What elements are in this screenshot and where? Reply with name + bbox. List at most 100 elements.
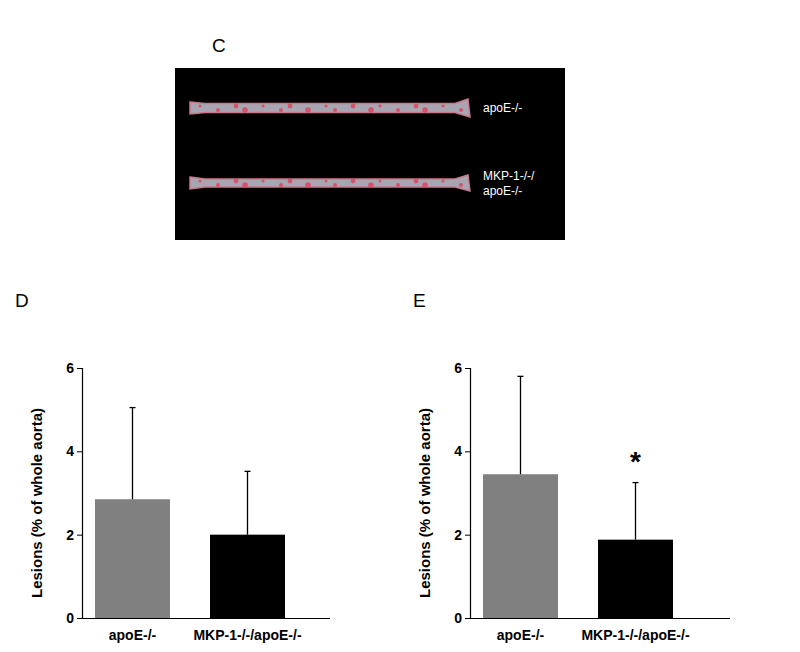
lesion-spot xyxy=(288,179,293,184)
figure: CapoE-/-MKP-1-/-/apoE-/-D0246apoE-/-MKP-… xyxy=(0,0,800,652)
y-tick: 6 xyxy=(66,360,82,376)
error-bar-stem xyxy=(635,483,636,540)
y-tick-mark xyxy=(77,618,82,619)
lesion-spot xyxy=(441,179,444,182)
lesion-spot xyxy=(234,104,239,109)
error-bar xyxy=(517,376,523,474)
y-axis-line xyxy=(77,369,83,619)
lesion-spot xyxy=(368,107,374,113)
lesion-spot xyxy=(414,104,419,109)
lesion-spot xyxy=(396,183,400,187)
lesion-spot xyxy=(305,107,311,113)
y-tick-mark xyxy=(465,368,470,369)
error-bar-cap xyxy=(129,407,135,408)
y-tick-label: 4 xyxy=(66,443,74,459)
panel-label: E xyxy=(413,290,426,311)
lesion-spot xyxy=(279,108,283,112)
y-tick-mark xyxy=(77,368,82,369)
lesion-spot xyxy=(351,179,356,184)
lesion-spot xyxy=(261,104,264,107)
image-panel: apoE-/-MKP-1-/-/apoE-/- xyxy=(175,68,565,240)
lesion-spot xyxy=(378,179,381,182)
photo-label-line: apoE-/- xyxy=(483,184,522,198)
error-bar-stem xyxy=(520,376,521,474)
lesion-spot xyxy=(378,104,381,107)
bar xyxy=(483,474,558,618)
y-tick: 2 xyxy=(454,527,470,543)
photo-label: MKP-1-/-/apoE-/- xyxy=(483,169,535,198)
x-axis-line xyxy=(82,618,330,619)
y-tick-mark xyxy=(465,618,470,619)
error-bar xyxy=(129,408,135,500)
error-bar-cap xyxy=(517,376,523,377)
plot-area xyxy=(483,376,673,618)
bar xyxy=(598,540,673,618)
panel-label: D xyxy=(15,290,29,311)
x-tick: MKP-1-/-/apoE-/- xyxy=(193,618,301,643)
lesion-spot xyxy=(333,108,337,112)
photo-background xyxy=(175,68,565,240)
lesion-spot xyxy=(414,179,419,184)
x-tick-label: apoE-/- xyxy=(497,627,545,643)
x-axis: apoE-/- MKP-1-/-/apoE-/- xyxy=(82,618,330,643)
lesion-spot xyxy=(459,183,463,187)
lesion-spot xyxy=(288,104,293,109)
x-tick: apoE-/- xyxy=(497,618,545,643)
lesion-spot xyxy=(324,179,327,182)
lesion-spot xyxy=(441,104,444,107)
error-bar xyxy=(633,483,639,540)
chart: E 0 2 4 6 apoE-/- MKP-1-/-/apoE-/- Lesions (% o… xyxy=(413,290,730,643)
lesion-spot xyxy=(242,182,248,188)
panel-label: C xyxy=(212,35,226,56)
y-axis-title: Lesions (% of whole aorta) xyxy=(28,408,45,598)
x-tick-label: apoE-/- xyxy=(109,627,157,643)
y-tick-mark xyxy=(77,535,82,536)
y-tick: 4 xyxy=(454,443,470,459)
error-bar-cap xyxy=(633,482,639,483)
lesion-spot xyxy=(305,182,311,188)
y-tick-label: 6 xyxy=(454,360,462,376)
lesion-spot xyxy=(368,182,374,188)
error-bar-stem xyxy=(247,471,248,534)
aorta xyxy=(190,175,470,191)
lesion-spot xyxy=(242,107,248,113)
photo-label: apoE-/- xyxy=(483,101,522,115)
y-tick: 0 xyxy=(454,610,470,626)
x-tick: apoE-/- xyxy=(109,618,157,643)
lesion-spot xyxy=(396,108,400,112)
y-axis: 0 2 4 6 xyxy=(454,360,470,626)
lesion-spot xyxy=(198,104,201,107)
lesion-spot xyxy=(422,182,428,188)
y-tick: 2 xyxy=(66,527,82,543)
y-tick-label: 4 xyxy=(454,443,462,459)
x-tick-label: MKP-1-/-/apoE-/- xyxy=(581,627,689,643)
lesion-spot xyxy=(459,108,463,112)
annotation: * xyxy=(630,446,641,477)
error-bar-stem xyxy=(132,408,133,500)
lesion-spot xyxy=(198,179,201,182)
y-tick: 0 xyxy=(66,610,82,626)
bar xyxy=(210,535,285,618)
lesion-spot xyxy=(279,183,283,187)
plot-area xyxy=(95,408,285,618)
y-tick-mark xyxy=(77,451,82,452)
lesion-spot xyxy=(422,107,428,113)
lesion-spot xyxy=(333,183,337,187)
chart: D 0 2 4 6 apoE-/- MKP-1-/-/apoE-/- Lesions (% o… xyxy=(15,290,330,643)
y-axis-title: Lesions (% of whole aorta) xyxy=(416,408,433,598)
y-tick-mark xyxy=(465,535,470,536)
aorta xyxy=(190,99,470,117)
lesion-spot xyxy=(324,104,327,107)
y-axis-line xyxy=(465,369,471,619)
photo-label-line: apoE-/- xyxy=(483,101,522,115)
x-axis-line xyxy=(470,618,730,619)
y-tick-label: 2 xyxy=(66,527,74,543)
y-tick: 6 xyxy=(454,360,470,376)
lesion-spot xyxy=(261,179,264,182)
error-bar xyxy=(245,471,251,534)
lesion-spot xyxy=(216,183,220,187)
y-tick-label: 6 xyxy=(66,360,74,376)
lesion-spot xyxy=(216,108,220,112)
lesion-spot xyxy=(351,104,356,109)
x-axis: apoE-/- MKP-1-/-/apoE-/- xyxy=(470,618,730,643)
